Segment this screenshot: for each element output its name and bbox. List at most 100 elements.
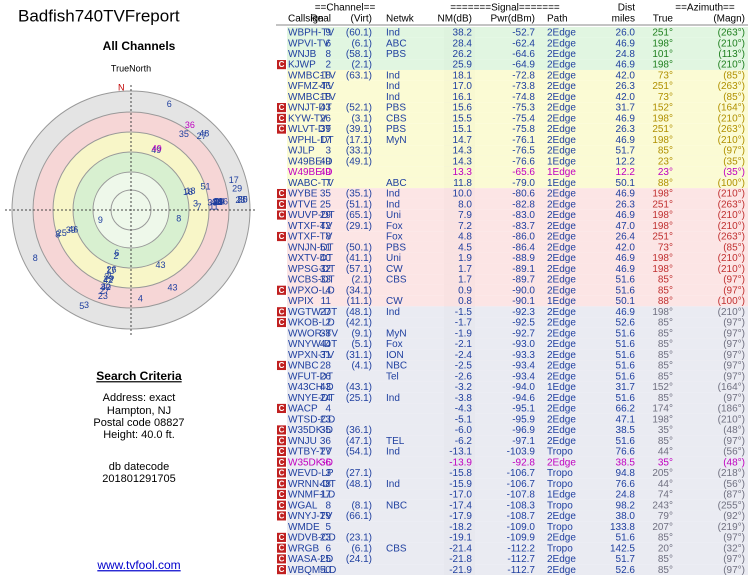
cell-virt: (25.1) (346, 393, 372, 404)
cell-true: 198° (652, 113, 673, 124)
cell-dist: 26.3 (616, 81, 636, 92)
table-row: C KJWP 2 (2.1) 25.9 -64.9 2Edge 46.9 198° (210°) (277, 59, 748, 71)
cell-pwr: -108.7 (507, 511, 536, 522)
cell-nm: -13.9 (449, 457, 472, 468)
table-row: WPVI-TV6 (6.1) ABC 28.4 -62.4 2Edge 46.9 198° (2… (287, 37, 748, 49)
flag-letter: C (279, 318, 285, 327)
cell-pwr: -76.6 (512, 156, 535, 167)
radar-channel: 48 (199, 129, 209, 139)
cell-pwr: -88.9 (512, 253, 535, 264)
cell-magn: (210°) (718, 38, 745, 49)
flag-letter: C (279, 447, 285, 456)
cell-true: 198° (652, 189, 673, 200)
radar-channel: 8 (55, 230, 60, 240)
cell-nm: -5.1 (455, 414, 473, 425)
cell-path: 2Edge (547, 210, 576, 221)
row-background (287, 188, 748, 199)
radar-channel: 7 (197, 202, 202, 212)
cell-path: 2Edge (547, 38, 576, 49)
cell-true: 73° (658, 92, 673, 103)
cell-virt: (42.1) (346, 318, 372, 329)
cell-path: 2Edge (547, 253, 576, 264)
cell-magn: (35°) (723, 156, 745, 167)
cell-dist: 76.6 (616, 479, 636, 490)
cell-magn: (100°) (718, 296, 745, 307)
row-background (287, 413, 748, 425)
flag-icon (277, 60, 286, 70)
cell-pwr: -94.6 (512, 393, 535, 404)
row-background (287, 59, 748, 70)
cell-pwr: -95.1 (512, 404, 535, 415)
radar-channel: 40 (101, 282, 111, 292)
cell-path: 2Edge (547, 554, 576, 565)
cell-pwr: -112.7 (507, 565, 535, 576)
cell-nm: -2.4 (455, 350, 473, 361)
row-background (287, 263, 748, 275)
radar-channel: 3 (84, 300, 89, 310)
cell-pwr: -64.6 (512, 49, 535, 60)
cell-magn: (97°) (723, 146, 745, 157)
cell-nm: -6.2 (455, 436, 473, 447)
cell-magn: (48°) (723, 425, 745, 436)
radar-channel: 29 (232, 184, 242, 194)
cell-callsign: W43CH-D (288, 382, 334, 393)
flag-icon (277, 489, 286, 499)
cell-virt: (34.1) (346, 285, 372, 296)
cell-magn: (97°) (723, 371, 745, 382)
criteria-line: Height: 40.0 ft. (103, 429, 175, 441)
cell-dist: 51.6 (616, 350, 636, 361)
site-link[interactable]: www.tvfool.com (96, 558, 180, 572)
radar-channel: 9 (98, 215, 103, 225)
cell-netwk: ION (386, 350, 404, 361)
cell-nm: 17.0 (453, 81, 473, 92)
radar-channel: 31 (213, 197, 223, 207)
cell-callsign: WMDE (288, 522, 320, 533)
cell-true: 85° (658, 328, 673, 339)
flag-icon (277, 113, 286, 123)
cell-path: 2Edge (547, 307, 576, 318)
flag-letter: C (279, 114, 285, 123)
cell-dist: 26.3 (616, 124, 636, 135)
cell-nm: -21.8 (449, 554, 472, 565)
flag-letter: C (279, 125, 285, 134)
cell-pwr: -79.0 (512, 178, 535, 189)
cell-path: 2Edge (547, 414, 576, 425)
cell-nm: 0.9 (458, 285, 472, 296)
cell-nm: 15.1 (453, 124, 473, 135)
cell-pwr: -103.9 (507, 447, 536, 458)
cell-magn: (97°) (723, 565, 745, 576)
cell-magn: (164°) (718, 382, 745, 393)
cell-true: 85° (658, 146, 673, 157)
row-background (287, 252, 748, 264)
cell-real: 29 (320, 210, 332, 221)
flag-icon (277, 532, 286, 542)
cell-magn: (97°) (723, 275, 745, 286)
db-label: db datecode (109, 461, 170, 473)
cell-netwk: Fox (386, 339, 403, 350)
table-row: C WPXO-LD4 (34.1) 0.9 -90.0 2Edge 51.6 85° (97°) (277, 284, 748, 296)
row-background (287, 564, 748, 575)
cell-path: 1Edge (547, 156, 576, 167)
cell-callsign: W49BE-D (288, 167, 332, 178)
cell-virt: (33.1) (346, 146, 372, 157)
row-background (287, 102, 748, 113)
cell-nm: -4.3 (455, 404, 473, 415)
cell-netwk: CBS (386, 275, 407, 286)
cell-magn: (210°) (718, 135, 745, 146)
cell-netwk: PBS (386, 124, 406, 135)
cell-callsign: WACP (288, 404, 318, 415)
flag-letter: C (279, 458, 285, 467)
cell-virt: (49.1) (346, 156, 372, 167)
radar-channel: 17 (106, 265, 116, 275)
cell-pwr: -89.1 (512, 264, 535, 275)
cell-pwr: -112.2 (507, 543, 535, 554)
table-row: WNJB 8 (58.1) PBS 26.2 -64.6 2Edge 24.8 101° (113… (287, 48, 748, 60)
cell-pwr: -92.8 (512, 457, 535, 468)
cell-true: 174° (652, 404, 673, 415)
cell-pwr: -82.8 (512, 199, 535, 210)
